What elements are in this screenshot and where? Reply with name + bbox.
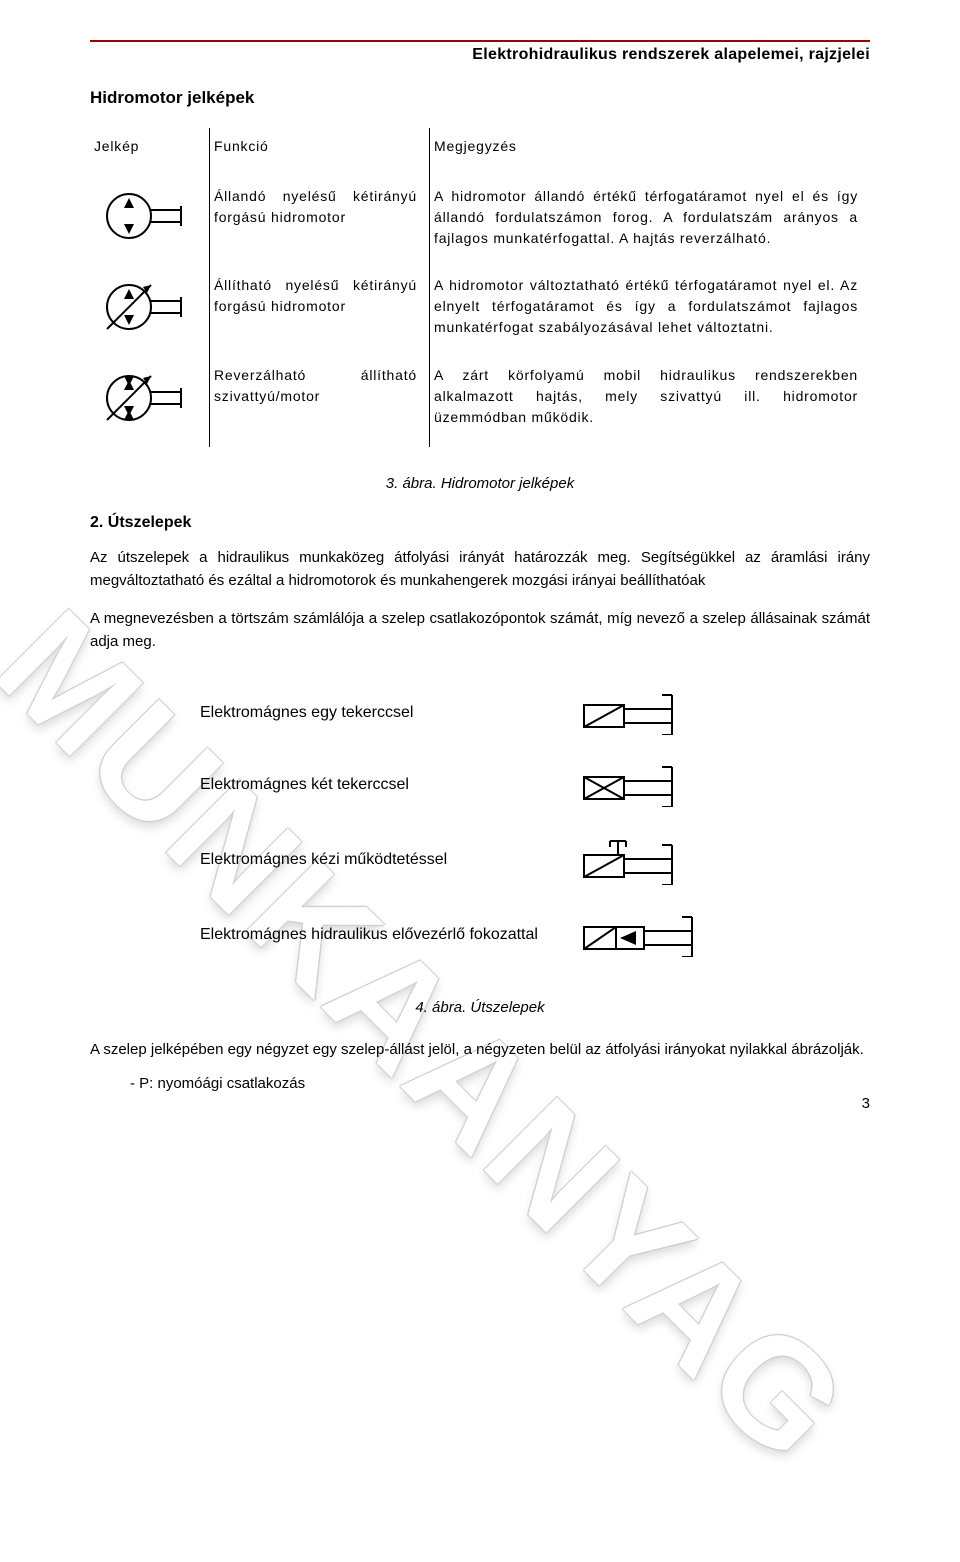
solenoid-symbol-list: Elektromágnes egy tekerccsel Elektromágn… <box>200 677 760 971</box>
heading-utszelepek: 2. Útszelepek <box>90 514 870 532</box>
table-cell-note: A zárt körfolyamú mobil hidraulikus rend… <box>430 355 870 447</box>
symbol-table: Jelkép Funkció Megjegyzés Állandó nyelés… <box>90 128 870 447</box>
col-header-megjegyzes: Megjegyzés <box>430 128 870 176</box>
col-header-jelkep: Jelkép <box>90 128 210 176</box>
list-item: Elektromágnes egy tekerccsel <box>200 677 760 749</box>
list-item: Elektromágnes kézi működtetéssel <box>200 821 760 899</box>
list-label: Elektromágnes két tekerccsel <box>200 776 580 794</box>
table-cell-note: A hidromotor változtatható értékű térfog… <box>430 265 870 355</box>
list-label: Elektromágnes egy tekerccsel <box>200 704 580 722</box>
page-number: 3 <box>862 1095 870 1112</box>
symbol-solenoid-manual <box>580 835 760 885</box>
list-label: Elektromágnes hidraulikus elővezérlő fok… <box>200 926 580 944</box>
table-cell-func: Állítható nyelésű kétirányú forgású hidr… <box>210 265 430 355</box>
symbol-variable-motor <box>90 265 210 355</box>
section-title-hidromotor: Hidromotor jelképek <box>90 88 870 108</box>
symbol-solenoid-pilot <box>580 913 760 957</box>
figure-caption-4: 4. ábra. Útszelepek <box>90 999 870 1016</box>
table-cell-note: A hidromotor állandó értékű térfogatáram… <box>430 176 870 265</box>
symbol-solenoid-dual-coil <box>580 763 760 807</box>
table-cell-func: Állandó nyelésű kétirányú forgású hidrom… <box>210 176 430 265</box>
header-rule <box>90 40 870 42</box>
figure-caption-3: 3. ábra. Hidromotor jelképek <box>90 475 870 492</box>
list-label: Elektromágnes kézi működtetéssel <box>200 851 580 869</box>
list-item: Elektromágnes két tekerccsel <box>200 749 760 821</box>
page-header-title: Elektrohidraulikus rendszerek alapelemei… <box>90 46 870 64</box>
bullet-item: - P: nyomóági csatlakozás <box>90 1075 870 1092</box>
symbol-reversible-pumpmotor <box>90 355 210 447</box>
paragraph: A megnevezésben a törtszám számlálója a … <box>90 607 870 654</box>
list-item: Elektromágnes hidraulikus elővezérlő fok… <box>200 899 760 971</box>
paragraph: Az útszelepek a hidraulikus munkaközeg á… <box>90 546 870 593</box>
paragraph: A szelep jelképében egy négyzet egy szel… <box>90 1038 870 1061</box>
symbol-fixed-motor <box>90 176 210 265</box>
symbol-solenoid-single-coil <box>580 691 760 735</box>
col-header-funkcio: Funkció <box>210 128 430 176</box>
table-cell-func: Reverzálható állítható szivattyú/motor <box>210 355 430 447</box>
